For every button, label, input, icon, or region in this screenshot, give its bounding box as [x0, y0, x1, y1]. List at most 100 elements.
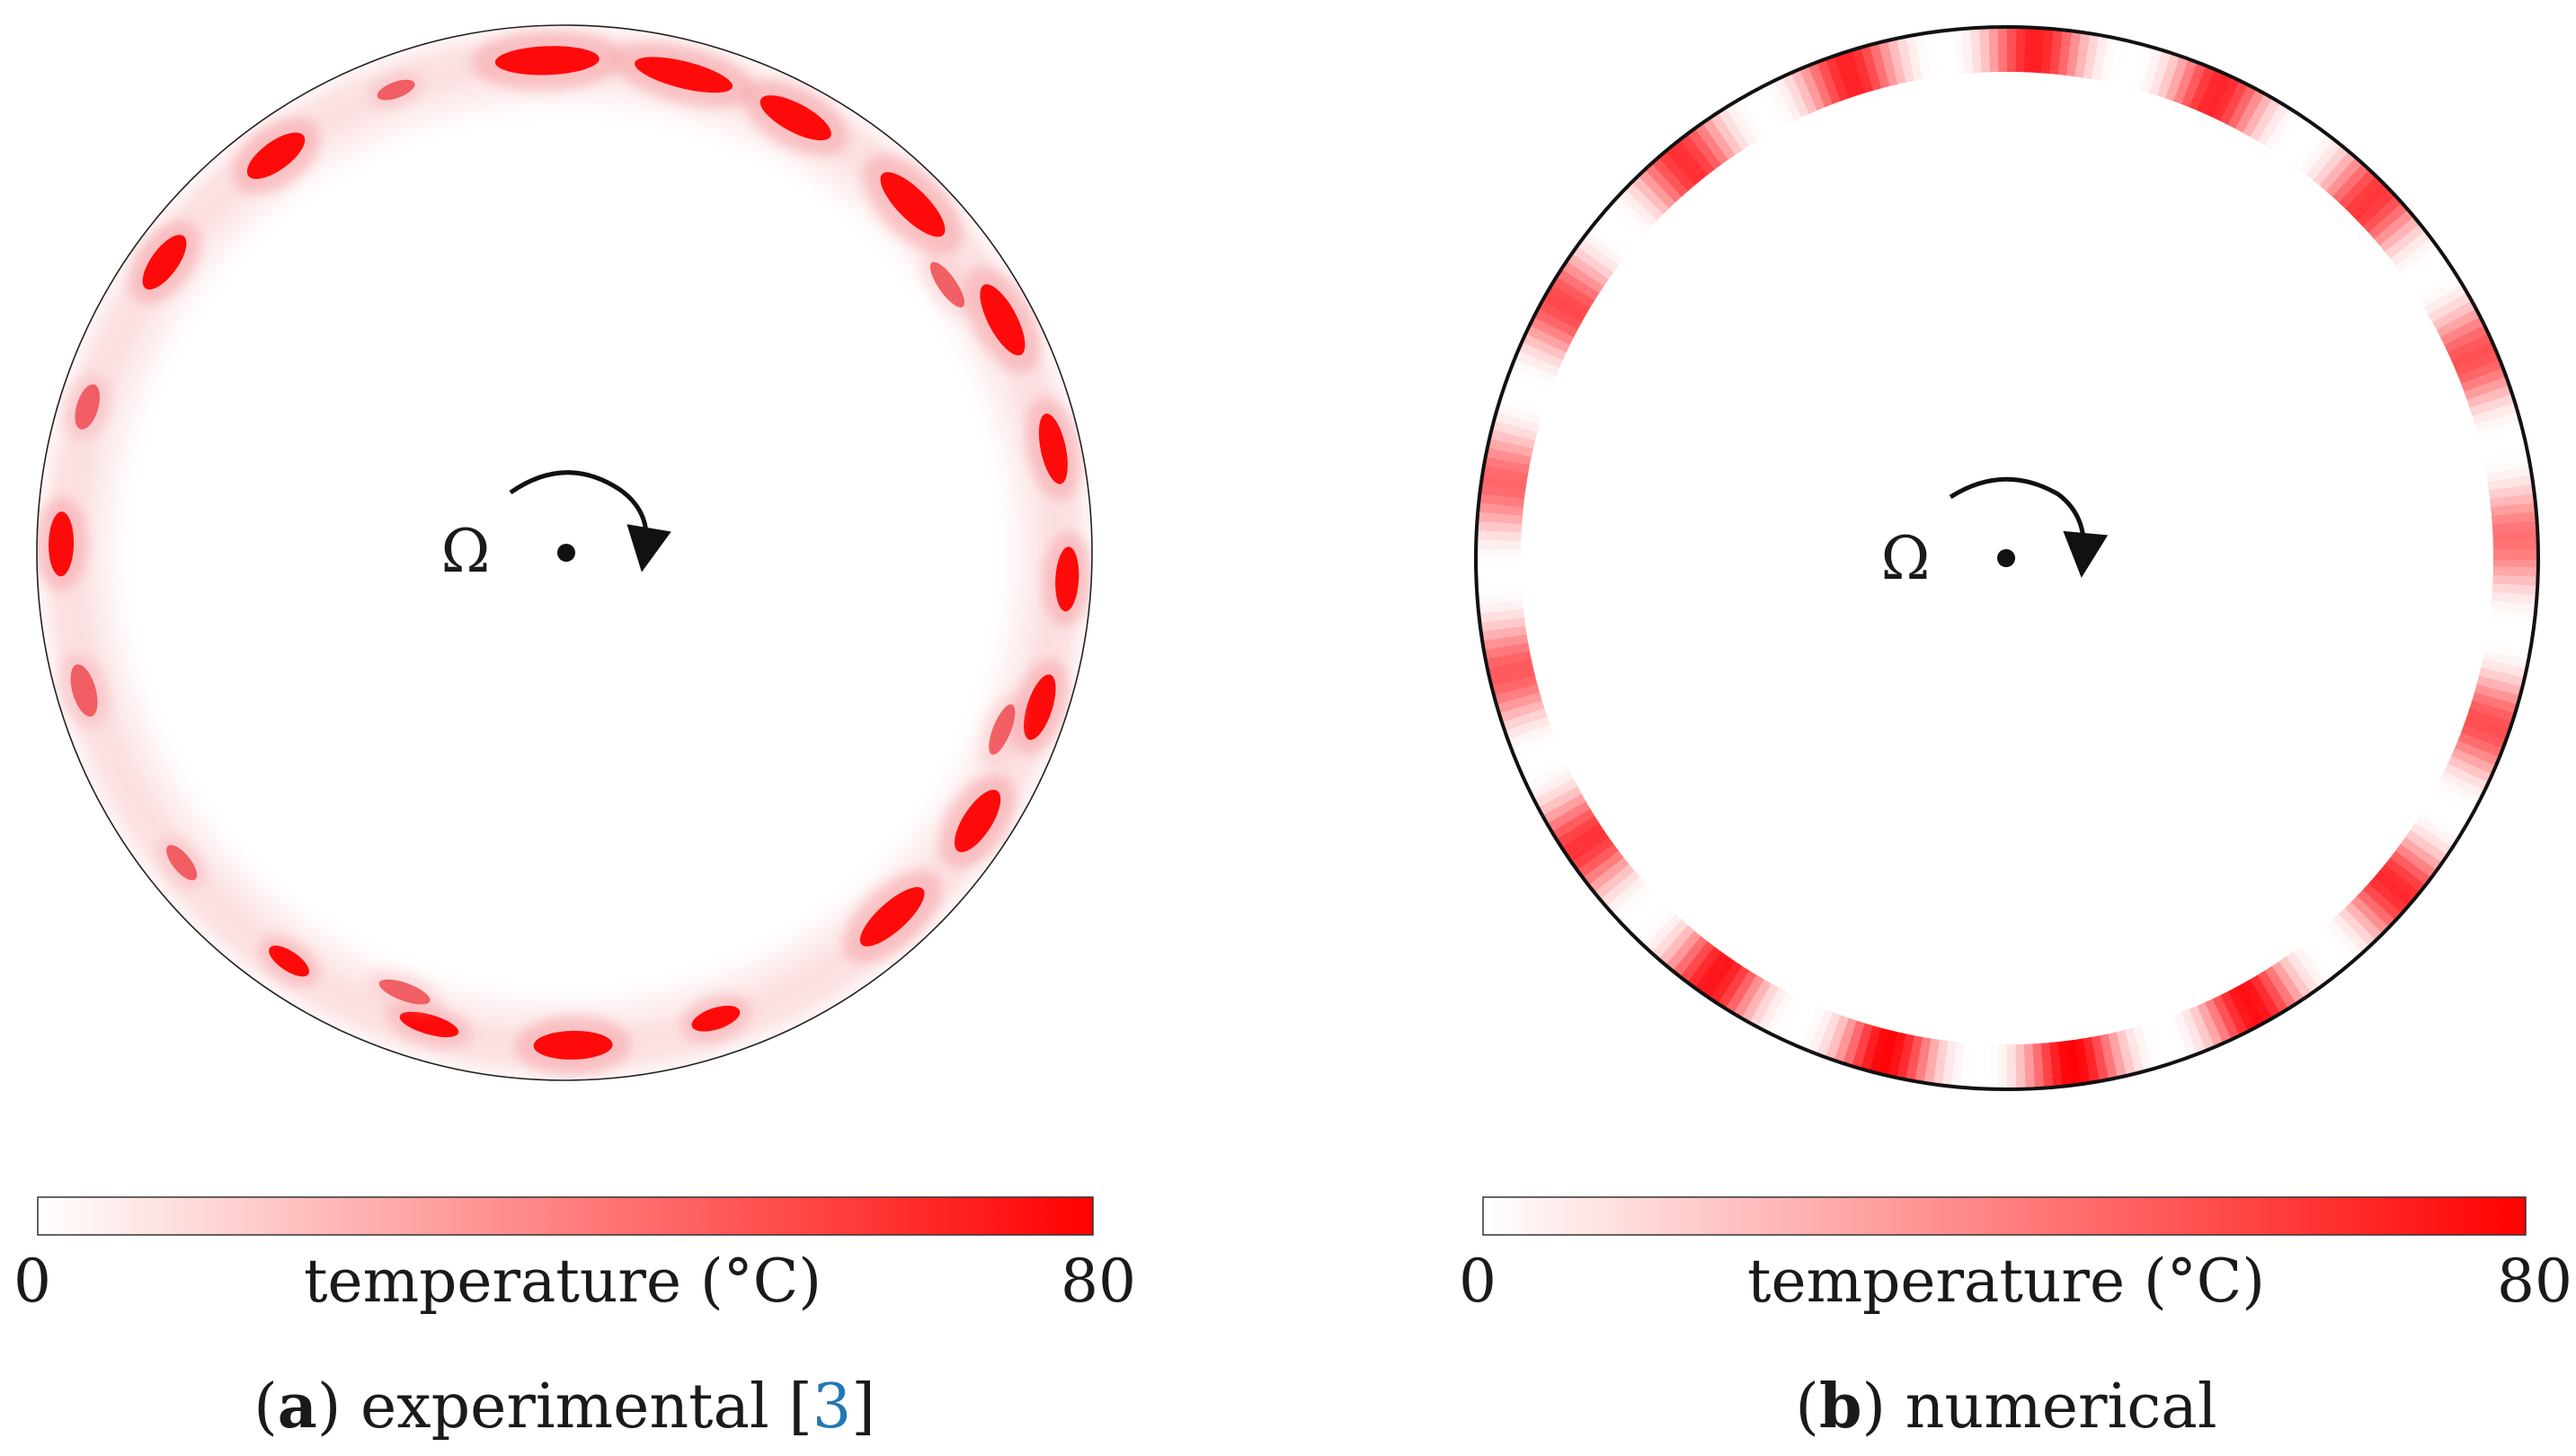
- panel-b-thermal-ring: [1475, 27, 2538, 1090]
- ring-segment: [2474, 684, 2520, 706]
- ring-segment: [2394, 843, 2438, 880]
- ring-segment: [2362, 195, 2403, 235]
- ring-segment: [2195, 1002, 2224, 1048]
- ring-segment: [1988, 27, 2001, 73]
- ring-segment: [1496, 690, 1542, 714]
- ring-segment: [1879, 40, 1900, 87]
- ring-segment: [2460, 724, 2507, 750]
- ring-segment: [1832, 1017, 1857, 1064]
- ring-segment: [2478, 667, 2525, 688]
- ring-segment: [1501, 706, 1548, 732]
- ring-segment: [1731, 973, 1764, 1018]
- panel-a-rotation-indicator: Ω: [441, 470, 671, 586]
- hotspot-core: [399, 1011, 459, 1037]
- ring-segment: [2298, 941, 2334, 984]
- ring-segment: [1480, 473, 1527, 491]
- ring-segment: [1755, 986, 1787, 1032]
- ring-segment: [2163, 1015, 2190, 1061]
- ring-segment: [1692, 950, 1728, 994]
- ring-segment: [1501, 383, 1549, 408]
- ring-segment: [1493, 682, 1540, 705]
- ring-segment: [2476, 675, 2523, 697]
- ring-segment: [2350, 182, 2391, 222]
- ring-segment: [2218, 991, 2249, 1037]
- ring-segment: [1638, 168, 1677, 209]
- hotspot-core: [533, 1030, 613, 1060]
- panel-a-caption-cite-close: ]: [851, 1372, 875, 1443]
- ring-segment: [2447, 756, 2492, 785]
- ring-segment: [1594, 215, 1636, 253]
- ring-segment: [1798, 1005, 1825, 1051]
- ring-segment: [1747, 982, 1780, 1027]
- hotspot-core: [980, 284, 1026, 356]
- ring-segment: [1510, 731, 1557, 758]
- ring-segment: [2465, 708, 2513, 733]
- ring-segment: [1701, 955, 1736, 999]
- ring-segment: [2483, 448, 2529, 467]
- panel-b-omega-label: Ω: [1881, 524, 1931, 593]
- ring-segment: [1567, 252, 1610, 287]
- ring-segment: [1931, 1039, 1949, 1086]
- hotspot-core: [142, 235, 187, 290]
- ring-segment: [2454, 351, 2500, 378]
- ring-segment: [2114, 1029, 2136, 1077]
- hotspot-core: [166, 845, 198, 881]
- ring-segment: [2065, 31, 2083, 77]
- ring-segment: [2483, 642, 2531, 661]
- ring-segment: [1765, 79, 1796, 125]
- ring-segment: [2306, 139, 2343, 182]
- ring-segment: [2338, 169, 2378, 210]
- ring-segment: [2404, 830, 2447, 865]
- ring-segment: [2378, 864, 2421, 901]
- ring-segment: [1708, 960, 1743, 1004]
- ring-segment: [1555, 814, 1600, 848]
- ring-segment: [2197, 68, 2225, 115]
- ring-segment: [1896, 36, 1916, 83]
- hotspot-core: [378, 979, 431, 1005]
- ring-segment: [1657, 924, 1695, 965]
- ring-segment: [1489, 428, 1536, 449]
- ring-segment: [1789, 1001, 1817, 1048]
- ring-segment: [1644, 162, 1683, 203]
- hotspot-core: [880, 172, 946, 237]
- ring-segment: [2243, 93, 2275, 138]
- ring-segment: [2423, 284, 2468, 317]
- ring-segment: [1617, 888, 1657, 928]
- panel-a-disk-outline: [36, 24, 1093, 1081]
- ring-segment: [2344, 175, 2385, 216]
- ring-segment: [2390, 231, 2433, 267]
- ring-segment: [1496, 401, 1543, 424]
- ring-segment: [2187, 1005, 2215, 1052]
- ring-segment: [1741, 93, 1773, 138]
- ring-segment: [2337, 908, 2376, 948]
- panel-b-rotation-arrow-icon: [1949, 476, 2109, 578]
- ring-segment: [2147, 1020, 2172, 1067]
- ring-segment: [1631, 174, 1671, 215]
- ring-segment: [1517, 746, 1563, 775]
- ring-segment: [2172, 1012, 2198, 1059]
- ring-segment: [2284, 951, 2320, 995]
- ring-segment: [1623, 894, 1664, 934]
- panel-b-center-dot: [1997, 549, 2015, 567]
- ring-segment: [2343, 901, 2383, 942]
- ring-segment: [2074, 31, 2092, 78]
- ring-segment: [1565, 828, 1609, 863]
- ring-segment: [2234, 983, 2265, 1028]
- ring-segment: [2461, 368, 2508, 394]
- ring-segment: [1481, 632, 1529, 651]
- hotspot-core: [1055, 546, 1079, 612]
- ring-segment: [2180, 1008, 2207, 1055]
- hotspot-core: [377, 79, 415, 101]
- panel-a-caption-text: experimental: [360, 1372, 769, 1443]
- ring-segment: [2349, 895, 2390, 936]
- ring-segment: [2212, 76, 2242, 122]
- panel-a-citation-link[interactable]: 3: [813, 1372, 851, 1443]
- ring-segment: [2443, 763, 2489, 793]
- hotspot-core: [955, 789, 1001, 853]
- ring-segment: [2422, 801, 2467, 834]
- panel-a-hotspots: [37, 30, 1092, 1076]
- ring-segment: [1504, 715, 1550, 741]
- panel-a-caption-cite-open: [: [788, 1372, 813, 1443]
- ring-segment: [2311, 930, 2349, 972]
